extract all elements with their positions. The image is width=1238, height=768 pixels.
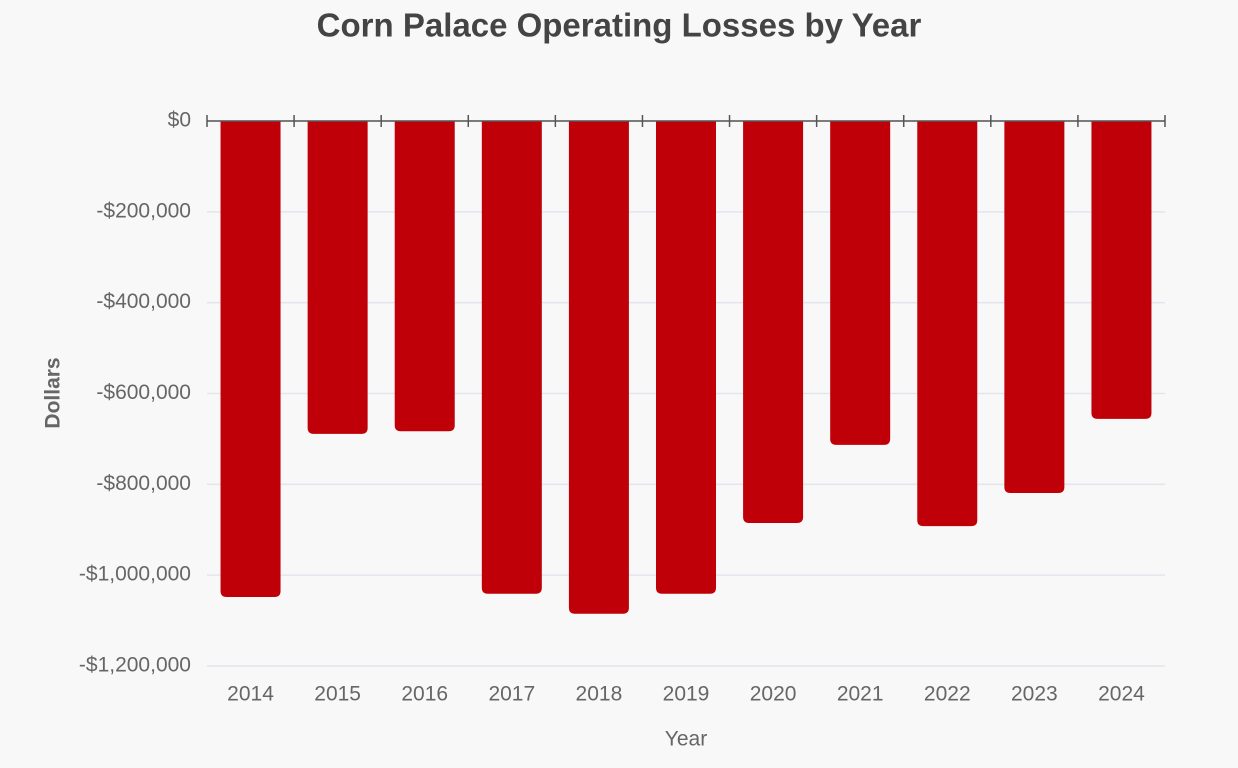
y-tick-label: $0: [168, 109, 191, 132]
y-tick-label: -$800,000: [96, 472, 191, 495]
x-tick-label: 2018: [576, 683, 623, 706]
bar: [743, 121, 804, 523]
x-axis-title: Year: [665, 728, 707, 751]
y-axis-title: Dollars: [42, 357, 65, 428]
x-tick-label: 2019: [663, 683, 710, 706]
bar: [1091, 121, 1152, 419]
bar: [481, 121, 542, 594]
bar: [830, 121, 891, 445]
x-tick-label: 2022: [924, 683, 971, 706]
x-tick-label: 2014: [227, 683, 274, 706]
y-tick-label: -$200,000: [96, 199, 191, 222]
x-tick-label: 2024: [1098, 683, 1145, 706]
y-tick-label: -$400,000: [96, 290, 191, 313]
bar: [394, 121, 455, 432]
bar: [917, 121, 978, 527]
x-tick-label: 2021: [837, 683, 884, 706]
chart-title: Corn Palace Operating Losses by Year: [317, 7, 922, 44]
x-tick-label: 2016: [401, 683, 448, 706]
bar: [307, 121, 368, 434]
bar: [656, 121, 716, 594]
x-tick-label: 2015: [314, 683, 361, 706]
bar: [568, 121, 629, 614]
y-tick-label: -$600,000: [96, 381, 191, 404]
bar: [220, 121, 281, 597]
x-tick-label: 2023: [1011, 683, 1058, 706]
bar: [1004, 121, 1065, 493]
x-tick-label: 2020: [750, 683, 797, 706]
x-tick-label: 2017: [488, 683, 535, 706]
y-tick-label: -$1,200,000: [79, 654, 191, 677]
y-tick-label: -$1,000,000: [79, 563, 191, 586]
